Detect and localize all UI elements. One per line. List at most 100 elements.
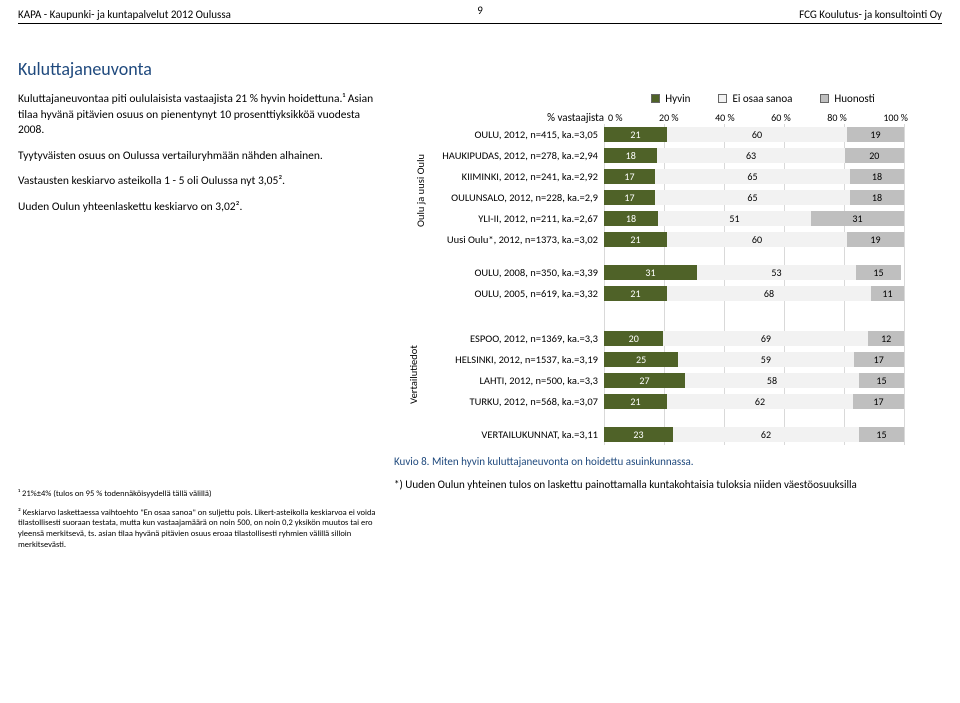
footnotes: ¹ 21%±4% (tulos on 95 % todennäköisyydel… [18,489,378,558]
bar-segment: 69 [663,331,868,346]
bar-segment: 23 [604,427,673,442]
legend-swatch-neutral [718,94,727,103]
axis-tick: 100 % [883,111,908,124]
chart-zone: Oulu ja uusi OuluOULU, 2012, n=415, ka.=… [394,124,942,445]
bar-segment: 17 [604,190,655,205]
legend-bad-label: Huonosti [834,92,874,105]
bar-row: OULU, 2008, n=350, ka.=3,39315315 [394,262,942,283]
bar-segment: 62 [667,394,853,409]
axis-tick: 80 % [827,111,847,124]
bar-track: 176518 [604,190,904,205]
legend-good: Hyvin [651,92,690,105]
bar-segment: 68 [667,286,871,301]
bar-row: HAUKIPUDAS, 2012, n=278, ka.=2,94186320 [394,145,942,166]
desc-p4: Uuden Oulun yhteenlaskettu keskiarvo on … [18,200,378,216]
bar-segment: 53 [697,265,856,280]
bar-label: LAHTI, 2012, n=500, ka.=3,3 [394,374,604,387]
bar-segment: 15 [859,373,904,388]
bar-segment: 21 [604,127,667,142]
bar-label: HELSINKI, 2012, n=1537, ka.=3,19 [394,353,604,366]
header-rule [18,23,942,24]
bottom-right: Kuvio 8. Miten hyvin kuluttajaneuvonta o… [394,455,857,558]
bar-segment: 62 [673,427,859,442]
description-column: Kuluttajaneuvontaa piti oululaisista vas… [18,92,378,445]
header-left: KAPA - Kaupunki- ja kuntapalvelut 2012 O… [18,8,231,21]
bar-segment: 20 [604,331,663,346]
bar-segment: 17 [604,169,655,184]
bar-label: TURKU, 2012, n=568, ka.=3,07 [394,395,604,408]
bar-track: 315315 [604,265,904,280]
bar-row: OULU, 2005, n=619, ka.=3,32216811 [394,283,942,304]
bar-segment: 58 [685,373,859,388]
bar-segment: 12 [868,331,904,346]
bar-row: LAHTI, 2012, n=500, ka.=3,3275815 [394,370,942,391]
bar-label: Uusi Oulu*, 2012, n=1373, ka.=3,02 [394,233,604,246]
bar-row: YLI-II, 2012, n=211, ka.=2,67185131 [394,208,942,229]
group-label-compare: Vertailutiedot [407,345,420,404]
bar-segment: 59 [678,352,853,367]
bar-row: OULU, 2012, n=415, ka.=3,05216019 [394,124,942,145]
bar-segment: 11 [871,286,904,301]
bar-track: 185131 [604,211,904,226]
bar-segment: 15 [856,265,901,280]
axis-header: % vastaajista 0 % 20 % 40 % 60 % 80 % 100 % [394,111,942,124]
axis-tick: 60 % [771,111,791,124]
bar-row: KIIMINKI, 2012, n=241, ka.=2,92176518 [394,166,942,187]
bar-label: OULU, 2008, n=350, ka.=3,39 [394,266,604,279]
bar-segment: 18 [850,169,904,184]
bar-track: 186320 [604,148,904,163]
bar-label: OULU, 2005, n=619, ka.=3,32 [394,287,604,300]
chart-legend: Hyvin Ei osaa sanoa Huonosti [394,92,942,105]
bar-row: HELSINKI, 2012, n=1537, ka.=3,19255917 [394,349,942,370]
footnote-1: ¹ 21%±4% (tulos on 95 % todennäköisyydel… [18,489,378,500]
bar-row: ESPOO, 2012, n=1369, ka.=3,3206912 [394,328,942,349]
bar-segment: 19 [847,127,904,142]
bar-segment: 27 [604,373,685,388]
bar-row: OULUNSALO, 2012, n=228, ka.=2,9176518 [394,187,942,208]
page-title: Kuluttajaneuvonta [18,58,942,80]
bar-segment: 18 [850,190,904,205]
axis-tick: 0 % [608,111,622,124]
bar-segment: 51 [658,211,811,226]
page-number: 9 [477,4,483,17]
asterisk-note: *) Uuden Oulun yhteinen tulos on laskett… [394,478,857,491]
bar-track: 216019 [604,232,904,247]
bar-track: 255917 [604,352,904,367]
bar-segment: 18 [604,148,657,163]
bar-track: 275815 [604,373,904,388]
bar-segment: 65 [655,190,850,205]
content-row: Kuluttajaneuvontaa piti oululaisista vas… [18,92,942,445]
bar-track: 236215 [604,427,904,442]
axis-title: % vastaajista [402,111,608,124]
bar-segment: 65 [655,169,850,184]
header-right: FCG Koulutus- ja konsultointi Oy [799,8,942,21]
bar-label: ESPOO, 2012, n=1369, ka.=3,3 [394,332,604,345]
axis-tick: 40 % [715,111,735,124]
desc-p3: Vastausten keskiarvo asteikolla 1 - 5 ol… [18,174,378,190]
bar-segment: 17 [854,352,905,367]
desc-p1: Kuluttajaneuvontaa piti oululaisista vas… [18,92,378,139]
bar-segment: 31 [604,265,697,280]
axis-tick: 20 % [659,111,679,124]
bar-track: 216217 [604,394,904,409]
bar-track: 216019 [604,127,904,142]
bar-segment: 60 [667,232,847,247]
bar-segment: 20 [845,148,904,163]
legend-swatch-bad [820,94,829,103]
bar-row: VERTAILUKUNNAT, ka.=3,11236215 [394,424,942,445]
bar-track: 216811 [604,286,904,301]
legend-swatch-good [651,94,660,103]
bar-segment: 21 [604,394,667,409]
bar-segment: 21 [604,232,667,247]
bar-segment: 21 [604,286,667,301]
bar-track: 206912 [604,331,904,346]
bottom-block: ¹ 21%±4% (tulos on 95 % todennäköisyydel… [18,449,942,558]
legend-good-label: Hyvin [665,92,690,105]
figure-caption: Kuvio 8. Miten hyvin kuluttajaneuvonta o… [394,455,857,468]
bar-track: 176518 [604,169,904,184]
bar-segment: 25 [604,352,678,367]
axis-ticks: 0 % 20 % 40 % 60 % 80 % 100 % [608,111,908,124]
bar-label: VERTAILUKUNNAT, ka.=3,11 [394,428,604,441]
desc-p2: Tyytyväisten osuus on Oulussa vertailury… [18,149,378,165]
bar-segment: 19 [847,232,904,247]
